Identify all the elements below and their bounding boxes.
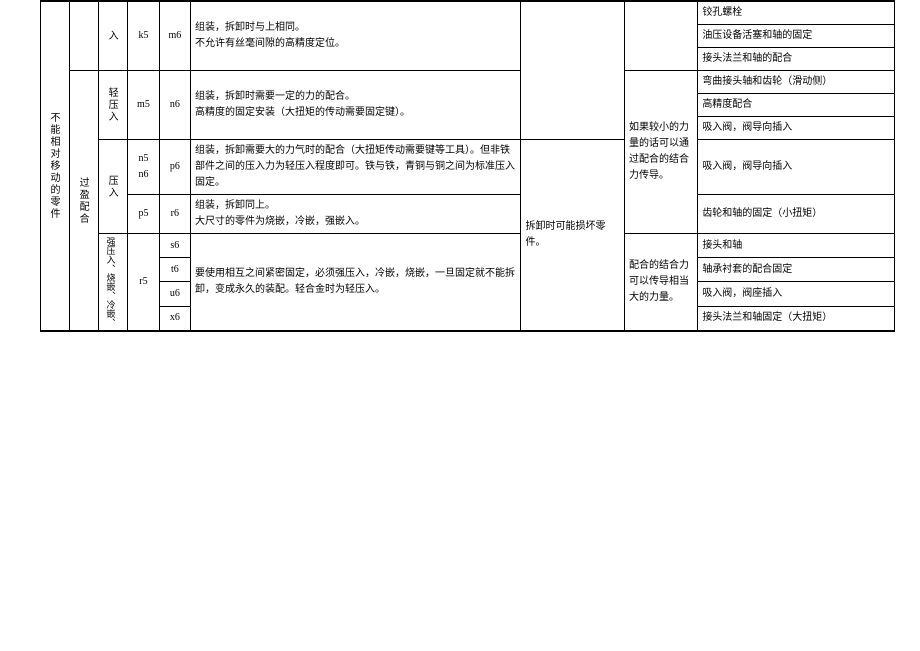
- hole-r6: r6: [159, 195, 190, 234]
- sub-row3: 压入: [99, 140, 128, 234]
- hole-m6: m6: [159, 1, 190, 71]
- axis-k5: k5: [128, 1, 159, 71]
- app-r1-1: 铰孔螺栓: [698, 1, 895, 25]
- desc-row2: 组装，拆卸时需要一定的力的配合。 高精度的固定安装（大扭矩的传动需要固定键）。: [191, 71, 521, 140]
- desc-row3: 组装，拆卸需要大的力气时的配合（大扭矩传动需要键等工具）。但非铁部件之间的压入力…: [191, 140, 521, 195]
- desc-row4: 组装，拆卸同上。 大尺寸的零件为烧嵌，冷嵌，强嵌入。: [191, 195, 521, 234]
- force1: 如果较小的力量的话可以通过配合的结合力传导。: [625, 71, 698, 234]
- app-r2-3: 吸入阀，阀导向插入: [698, 117, 895, 140]
- sub-row2: 轻压入: [99, 71, 128, 140]
- sub-row5: 强压入、烧嵌、冷嵌、: [99, 234, 128, 332]
- col-fit-top-blank: [70, 1, 99, 71]
- app-r2-1: 弯曲接头轴和齿轮（滑动侧）: [698, 71, 895, 94]
- axis-n5n6: n5 n6: [128, 140, 159, 195]
- hole-u6: u6: [159, 282, 190, 306]
- force2: 配合的结合力可以传导相当大的力量。: [625, 234, 698, 332]
- hole-x6: x6: [159, 306, 190, 331]
- axis-p5: p5: [128, 195, 159, 234]
- app-r5-3: 接头法兰和轴固定（大扭矩）: [698, 306, 895, 331]
- damage: 拆卸时可能损坏零件。: [521, 140, 625, 332]
- app-r1-3: 接头法兰和轴的配合: [698, 48, 895, 71]
- desc-row5: 要使用相互之间紧密固定，必须强压入，冷嵌，烧嵌，一旦固定就不能拆卸，变成永久的装…: [191, 234, 521, 332]
- col-fit-type: 过盈配合: [70, 71, 99, 332]
- desc-row1: 组装，拆卸时与上相同。 不允许有丝毫间隙的高精度定位。: [191, 1, 521, 71]
- hole-n6: n6: [159, 71, 190, 140]
- col-main: 不能相对移动的零件: [41, 1, 70, 331]
- hole-s6: s6: [159, 234, 190, 258]
- axis-m5: m5: [128, 71, 159, 140]
- hole-p6: p6: [159, 140, 190, 195]
- hole-t6: t6: [159, 258, 190, 282]
- app-r1-2: 油压设备活塞和轴的固定: [698, 25, 895, 48]
- app-r3-2: 齿轮和轴的固定（小扭矩）: [698, 195, 895, 234]
- app-r4-1: 接头和轴: [698, 234, 895, 258]
- app-r5-1: 轴承衬套的配合固定: [698, 258, 895, 282]
- tolerance-fit-table: 不能相对移动的零件 入 k5 m6 组装，拆卸时与上相同。 不允许有丝毫间隙的高…: [40, 0, 895, 332]
- force-top-blank: [625, 1, 698, 71]
- app-r2-2: 高精度配合: [698, 94, 895, 117]
- damage-top-blank: [521, 1, 625, 140]
- sub-row1: 入: [99, 1, 128, 71]
- axis-r5: r5: [128, 234, 159, 332]
- app-r5-2: 吸入阀，阀座插入: [698, 282, 895, 306]
- app-r3-1: 吸入阀，阀导向插入: [698, 140, 895, 195]
